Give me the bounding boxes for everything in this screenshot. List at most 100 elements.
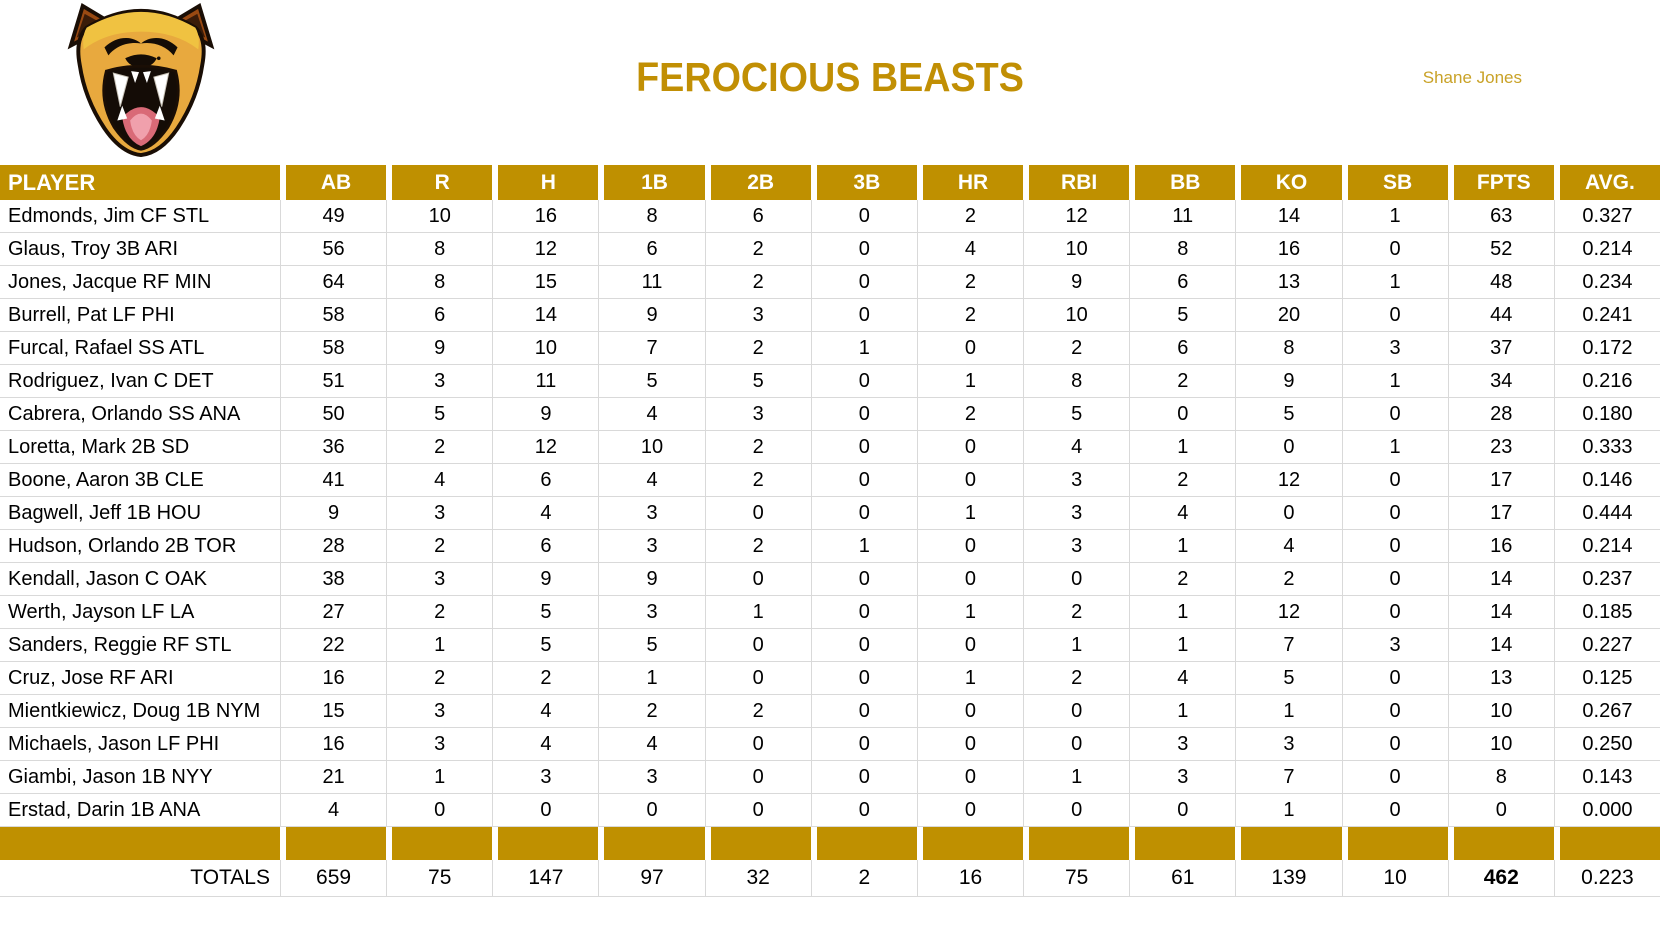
- stat-cell: 3: [598, 761, 705, 794]
- separator-cell: [492, 827, 599, 860]
- player-name: Erstad, Darin 1B ANA: [0, 794, 280, 827]
- stat-cell: 0: [1341, 728, 1448, 761]
- stat-cell: 16: [280, 728, 387, 761]
- stat-cell: 5: [1235, 662, 1342, 695]
- stat-cell: 0: [1341, 596, 1448, 629]
- stat-cell: 0: [1341, 233, 1448, 266]
- stat-cell: 0.216: [1553, 365, 1660, 398]
- stat-cell: 0: [810, 728, 917, 761]
- stat-cell: 8: [1023, 365, 1130, 398]
- stat-cell: 1: [386, 629, 493, 662]
- stat-cell: 1: [1129, 530, 1236, 563]
- stat-cell: 14: [1447, 629, 1554, 662]
- stat-cell: 2: [704, 530, 811, 563]
- stat-cell: 4: [492, 728, 599, 761]
- stat-cell: 12: [1235, 596, 1342, 629]
- stat-cell: 0: [704, 794, 811, 827]
- stat-cell: 1: [1129, 431, 1236, 464]
- stat-cell: 1: [916, 596, 1024, 629]
- stat-cell: 41: [280, 464, 387, 497]
- stat-cell: 5: [492, 596, 599, 629]
- stat-cell: 13: [1447, 662, 1554, 695]
- player-name: Edmonds, Jim CF STL: [0, 200, 280, 233]
- stat-cell: 2: [386, 431, 493, 464]
- stat-cell: 0: [704, 497, 811, 530]
- stat-cell: 8: [1235, 332, 1342, 365]
- stat-cell: 3: [598, 530, 705, 563]
- stat-cell: 0: [810, 299, 917, 332]
- separator-cell: [704, 827, 811, 860]
- total-cell: 75: [1023, 860, 1130, 897]
- stat-cell: 0: [810, 200, 917, 233]
- stat-cell: 13: [1235, 266, 1342, 299]
- stat-cell: 12: [492, 233, 599, 266]
- stat-cell: 8: [1129, 233, 1236, 266]
- stat-cell: 0: [1235, 431, 1342, 464]
- stat-cell: 0: [810, 695, 917, 728]
- stat-cell: 1: [1129, 629, 1236, 662]
- separator-cell: [1341, 827, 1448, 860]
- stat-cell: 0.185: [1553, 596, 1660, 629]
- total-cell: 0.223: [1553, 860, 1660, 897]
- stat-cell: 6: [1129, 332, 1236, 365]
- stat-cell: 4: [1023, 431, 1130, 464]
- stat-cell: 0: [1341, 497, 1448, 530]
- team-name-title: FEROCIOUS BEASTS: [636, 54, 1024, 100]
- stat-cell: 0: [704, 761, 811, 794]
- stat-cell: 2: [916, 299, 1024, 332]
- stat-cell: 16: [1447, 530, 1554, 563]
- stat-cell: 0: [810, 365, 917, 398]
- col-header-2b: 2B: [704, 165, 811, 200]
- stat-cell: 0: [1341, 695, 1448, 728]
- stat-cell: 11: [1129, 200, 1236, 233]
- stat-cell: 6: [1129, 266, 1236, 299]
- stat-cell: 12: [1023, 200, 1130, 233]
- stats-table: PLAYER AB R H 1B 2B 3B HR RBI BB KO SB FPTS AVG. Edmon…: [0, 165, 1660, 897]
- stat-cell: 0: [704, 563, 811, 596]
- stat-cell: 0: [1023, 695, 1130, 728]
- stat-cell: 0: [810, 629, 917, 662]
- separator-cell: [598, 827, 705, 860]
- stat-cell: 0: [810, 464, 917, 497]
- stat-cell: 0.180: [1553, 398, 1660, 431]
- separator-cell: [1447, 827, 1554, 860]
- player-name: Mientkiewicz, Doug 1B NYM: [0, 695, 280, 728]
- stat-cell: 9: [1023, 266, 1130, 299]
- stat-cell: 1: [1341, 431, 1448, 464]
- stat-cell: 16: [492, 200, 599, 233]
- owner-name: Shane Jones: [1422, 68, 1522, 87]
- stat-cell: 0: [1341, 662, 1448, 695]
- stat-cell: 2: [1023, 332, 1130, 365]
- stat-cell: 17: [1447, 497, 1554, 530]
- stat-cell: 0: [810, 794, 917, 827]
- stat-cell: 0: [916, 761, 1024, 794]
- report-header: FEROCIOUS BEASTS Shane Jones: [0, 0, 1660, 165]
- col-header-bb: BB: [1129, 165, 1236, 200]
- stat-cell: 3: [1341, 629, 1448, 662]
- stat-cell: 14: [1447, 563, 1554, 596]
- stat-cell: 0.143: [1553, 761, 1660, 794]
- stat-cell: 9: [386, 332, 493, 365]
- separator-cell: [386, 827, 493, 860]
- stat-cell: 2: [1023, 662, 1130, 695]
- stat-cell: 3: [704, 299, 811, 332]
- stat-cell: 5: [386, 398, 493, 431]
- stat-cell: 1: [916, 662, 1024, 695]
- stat-cell: 4: [916, 233, 1024, 266]
- stat-cell: 2: [598, 695, 705, 728]
- stat-cell: 0: [704, 662, 811, 695]
- stat-cell: 50: [280, 398, 387, 431]
- stat-cell: 5: [1129, 299, 1236, 332]
- stat-cell: 0: [810, 266, 917, 299]
- stat-cell: 64: [280, 266, 387, 299]
- col-header-rbi: RBI: [1023, 165, 1130, 200]
- stat-cell: 0.214: [1553, 233, 1660, 266]
- stat-cell: 0: [810, 497, 917, 530]
- stat-cell: 0: [916, 695, 1024, 728]
- stat-cell: 0.214: [1553, 530, 1660, 563]
- stat-cell: 6: [492, 464, 599, 497]
- stat-cell: 2: [916, 398, 1024, 431]
- stat-cell: 0: [704, 629, 811, 662]
- stat-cell: 14: [1447, 596, 1554, 629]
- player-name: Loretta, Mark 2B SD: [0, 431, 280, 464]
